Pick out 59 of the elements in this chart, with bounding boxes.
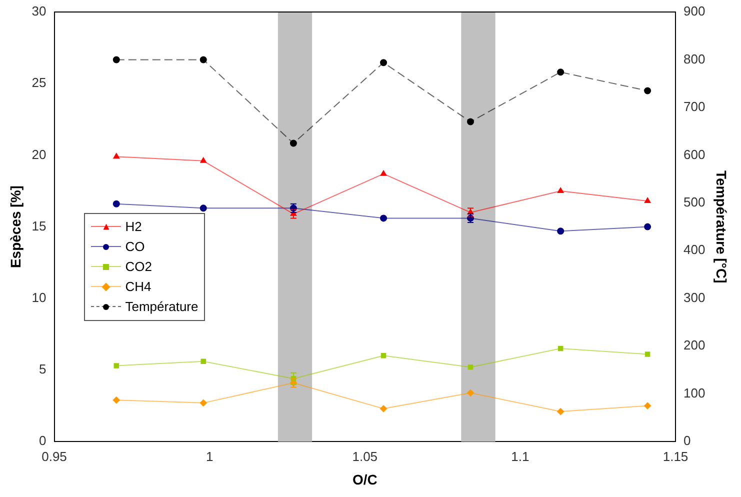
point [290, 140, 297, 147]
y2-tick-label: 200 [684, 338, 706, 353]
point [200, 204, 207, 212]
y2-tick-label: 700 [684, 99, 706, 114]
y2-tick-label: 500 [684, 194, 706, 210]
point [557, 188, 564, 193]
point [112, 396, 120, 404]
point [557, 408, 564, 416]
point [114, 363, 120, 368]
legend-label: CH4 [125, 278, 152, 296]
y2-tick-label: 600 [684, 146, 706, 162]
y-tick-label: 5 [39, 362, 46, 377]
point [380, 405, 388, 412]
point [557, 228, 564, 235]
point [557, 68, 564, 76]
legend-label: CO [125, 238, 145, 256]
point [380, 170, 387, 176]
point [558, 346, 564, 352]
x-tick-label: 1.1 [511, 448, 530, 464]
point [467, 118, 474, 126]
point [113, 153, 120, 159]
legend-label: H2 [125, 218, 142, 236]
point [200, 157, 206, 163]
point [112, 56, 120, 64]
point [200, 56, 207, 64]
point [380, 214, 388, 222]
y-tick-label: 15 [32, 218, 46, 234]
legend-label: CO2 [125, 258, 152, 276]
point [644, 198, 651, 204]
y-axis-title: Espèces [%] [7, 186, 24, 268]
point [644, 223, 652, 230]
x-axis-title: O/C [352, 471, 378, 488]
y2-tick-label: 100 [684, 385, 706, 400]
point [467, 389, 474, 396]
x-tick-label: 1 [206, 448, 214, 464]
y2-tick-label: 800 [684, 51, 706, 66]
point [200, 358, 206, 364]
point [380, 59, 388, 66]
point [200, 399, 207, 406]
y2-axis-title: Température [°C] [714, 170, 730, 284]
y2-tick-label: 0 [684, 433, 691, 448]
legend-label: Température [125, 298, 198, 316]
point [112, 200, 120, 208]
y-tick-label: 10 [32, 290, 46, 305]
y-tick-label: 0 [39, 433, 46, 448]
x-tick-label: 1.05 [352, 448, 378, 464]
point [644, 402, 652, 410]
y-tick-label: 25 [32, 75, 46, 90]
y2-tick-label: 900 [684, 4, 706, 19]
point [468, 364, 474, 370]
x-tick-label: 0.95 [42, 448, 67, 464]
y-tick-label: 30 [32, 4, 46, 19]
point [644, 87, 652, 94]
point [380, 353, 386, 358]
x-tick-label: 1.15 [662, 448, 688, 464]
y-tick-label: 20 [32, 146, 46, 162]
point [644, 352, 650, 357]
y2-tick-label: 400 [684, 242, 706, 258]
y2-tick-label: 300 [684, 290, 706, 305]
